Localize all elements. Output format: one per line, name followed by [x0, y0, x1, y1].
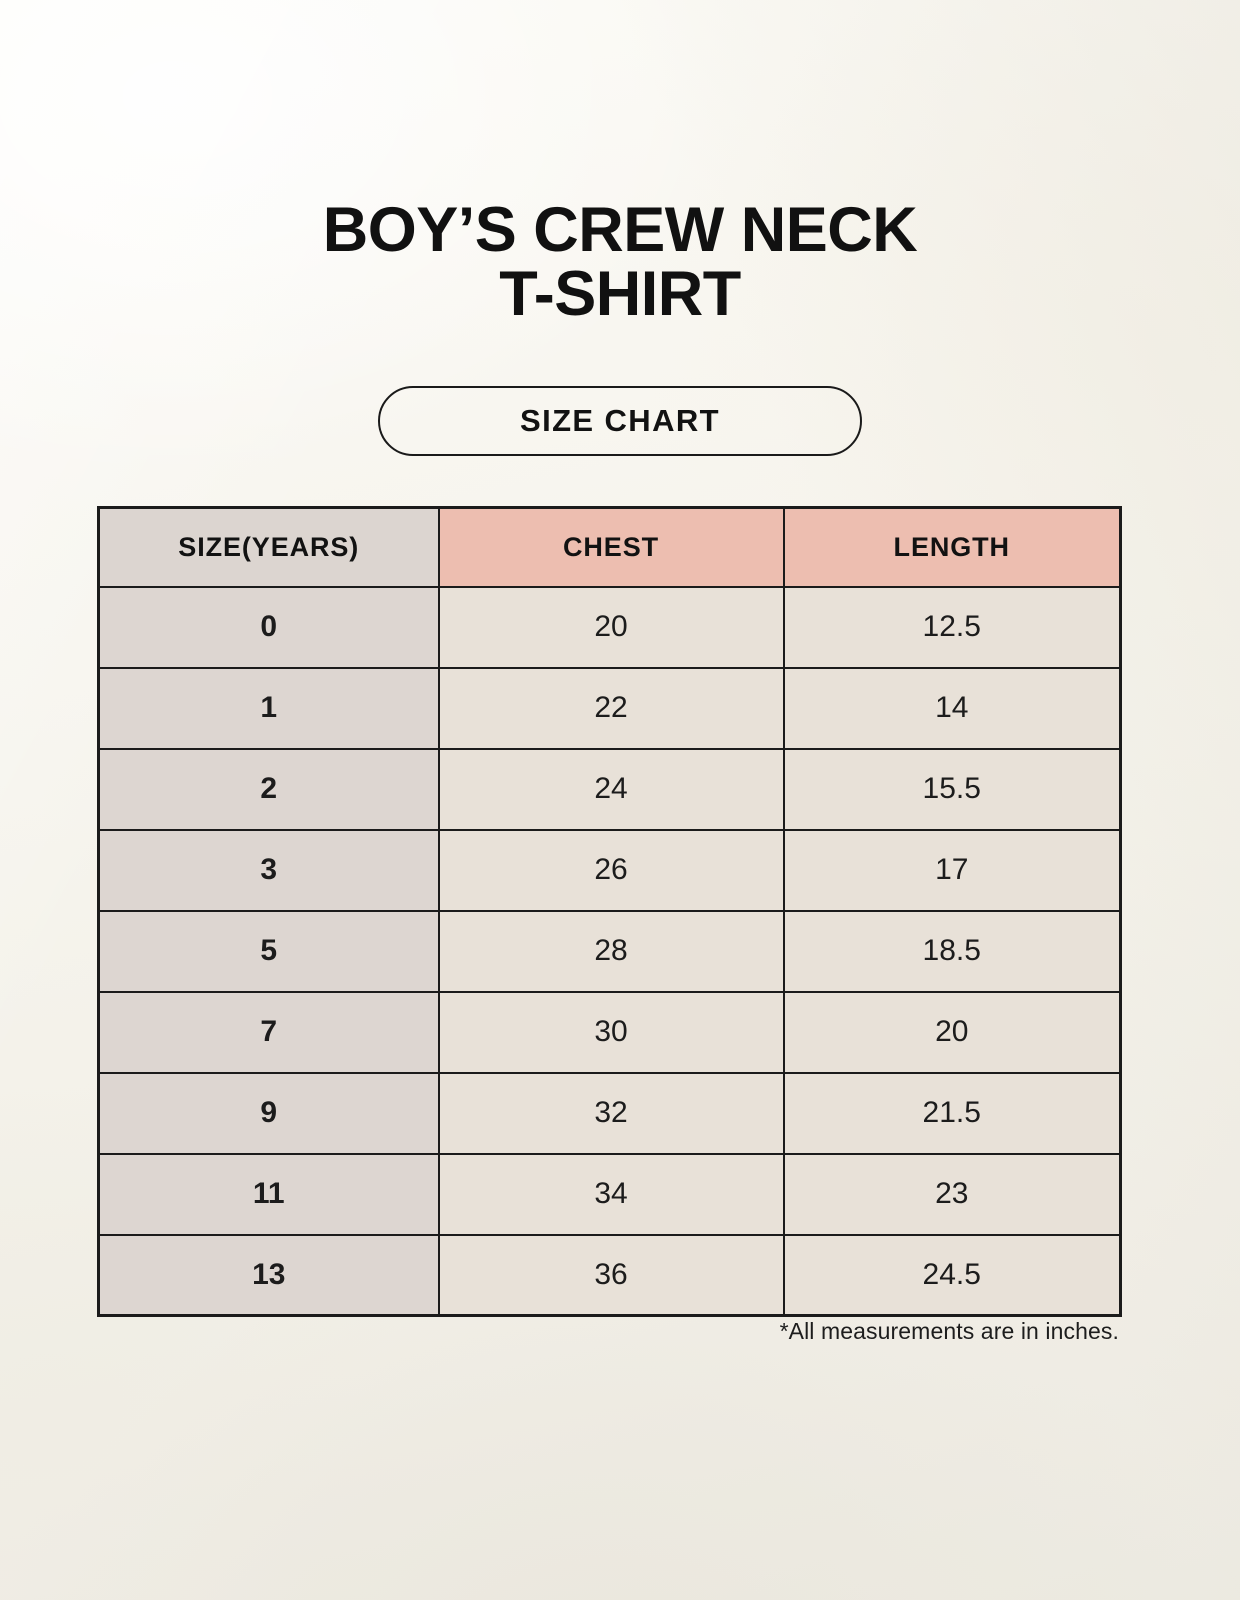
cell-size: 13: [97, 1233, 440, 1317]
table-row: 9 32 21.5: [97, 1071, 1122, 1155]
cell-length: 24.5: [782, 1233, 1122, 1317]
cell-chest: 22: [437, 666, 785, 750]
table-header: SIZE(YEARS) CHEST LENGTH: [97, 506, 1122, 588]
cell-size: 1: [97, 666, 440, 750]
cell-length: 12.5: [782, 585, 1122, 669]
title-line-2: T-SHIRT: [499, 259, 741, 329]
cell-length: 15.5: [782, 747, 1122, 831]
cell-chest: 36: [437, 1233, 785, 1317]
cell-length: 17: [782, 828, 1122, 912]
table-row: 2 24 15.5: [97, 747, 1122, 831]
table-row: 7 30 20: [97, 990, 1122, 1074]
cell-chest: 30: [437, 990, 785, 1074]
page-title: BOY’S CREW NECK T-SHIRT: [0, 198, 1240, 326]
size-chart-table-wrapper: SIZE(YEARS) CHEST LENGTH 0 20 12.5 1 22 …: [97, 506, 1122, 1317]
cell-chest: 28: [437, 909, 785, 993]
cell-chest: 26: [437, 828, 785, 912]
table-header-row: SIZE(YEARS) CHEST LENGTH: [97, 506, 1122, 588]
cell-length: 23: [782, 1152, 1122, 1236]
table-row: 0 20 12.5: [97, 585, 1122, 669]
cell-length: 21.5: [782, 1071, 1122, 1155]
table-row: 11 34 23: [97, 1152, 1122, 1236]
cell-size: 5: [97, 909, 440, 993]
size-chart-badge: SIZE CHART: [378, 386, 862, 456]
cell-length: 18.5: [782, 909, 1122, 993]
measurement-note: *All measurements are in inches.: [779, 1318, 1119, 1344]
cell-chest: 34: [437, 1152, 785, 1236]
table-body: 0 20 12.5 1 22 14 2 24 15.5 3 26 17: [97, 585, 1122, 1317]
cell-length: 14: [782, 666, 1122, 750]
cell-length: 20: [782, 990, 1122, 1074]
size-chart-table: SIZE(YEARS) CHEST LENGTH 0 20 12.5 1 22 …: [97, 506, 1122, 1317]
title-line-1: BOY’S CREW NECK: [322, 195, 918, 265]
cell-size: 9: [97, 1071, 440, 1155]
cell-size: 2: [97, 747, 440, 831]
table-row: 13 36 24.5: [97, 1233, 1122, 1317]
column-header-length: LENGTH: [782, 506, 1122, 588]
cell-chest: 32: [437, 1071, 785, 1155]
column-header-size: SIZE(YEARS): [97, 506, 440, 588]
table-row: 3 26 17: [97, 828, 1122, 912]
table-row: 1 22 14: [97, 666, 1122, 750]
cell-size: 7: [97, 990, 440, 1074]
table-row: 5 28 18.5: [97, 909, 1122, 993]
column-header-chest: CHEST: [437, 506, 785, 588]
cell-size: 0: [97, 585, 440, 669]
cell-size: 3: [97, 828, 440, 912]
cell-size: 11: [97, 1152, 440, 1236]
cell-chest: 20: [437, 585, 785, 669]
size-chart-badge-wrapper: SIZE CHART: [0, 386, 1240, 456]
cell-chest: 24: [437, 747, 785, 831]
